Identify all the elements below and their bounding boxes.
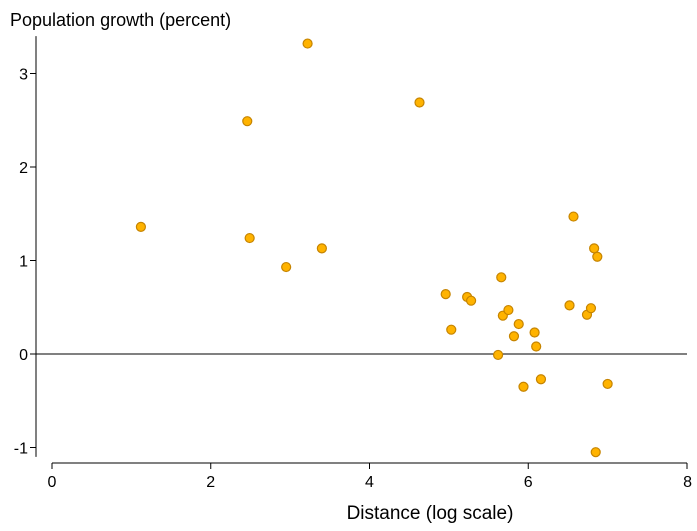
data-points: [135, 38, 613, 458]
data-point: [535, 374, 547, 385]
data-point: [592, 251, 603, 262]
data-point: [529, 327, 540, 338]
x-axis: 0 2 4 6 8: [48, 462, 692, 491]
y-tick-label: -1: [14, 441, 28, 458]
y-tick-label: 3: [19, 67, 28, 84]
data-point: [589, 243, 600, 254]
data-point: [135, 221, 146, 232]
y-axis-label: Population growth (percent): [10, 10, 231, 30]
data-point: [244, 232, 255, 244]
x-tick-label: 4: [365, 474, 374, 491]
data-point: [496, 272, 507, 283]
y-tick-label: 1: [19, 254, 28, 271]
y-tick-label: 2: [19, 160, 28, 177]
data-point: [316, 243, 327, 254]
data-point: [568, 211, 579, 222]
data-point: [564, 300, 575, 311]
data-point: [585, 303, 597, 314]
x-tick-label: 2: [206, 474, 215, 491]
x-tick-label: 0: [48, 474, 57, 491]
data-point: [281, 261, 292, 273]
y-axis: -1 0 1 2 3: [14, 36, 37, 458]
data-point: [492, 349, 504, 361]
y-tick-label: 0: [19, 347, 28, 364]
data-point: [414, 97, 425, 108]
data-point: [508, 331, 520, 342]
data-point: [242, 116, 253, 127]
data-point: [466, 295, 477, 306]
data-point: [302, 38, 313, 49]
x-tick-label: 6: [524, 474, 533, 491]
data-point: [446, 324, 457, 335]
data-point: [518, 381, 529, 392]
data-point: [440, 289, 451, 300]
x-tick-label: 8: [683, 474, 692, 491]
data-point: [590, 447, 601, 458]
data-point: [602, 378, 613, 390]
data-point: [531, 341, 542, 352]
data-point: [503, 304, 514, 316]
data-point: [513, 318, 524, 330]
x-axis-label: Distance (log scale): [347, 503, 514, 524]
